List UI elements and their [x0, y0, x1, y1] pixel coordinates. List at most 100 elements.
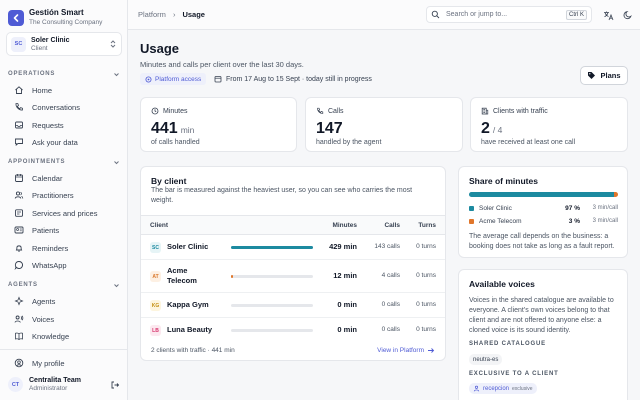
breadcrumb-separator: ›	[172, 10, 176, 19]
voice-chip-neutra-es[interactable]: neutra-es	[469, 354, 503, 365]
arrow-right-icon	[428, 348, 435, 353]
client-minutes: 429 min	[329, 242, 357, 251]
col-turns: Turns	[418, 222, 436, 229]
sidebar-item-practitioners[interactable]: Practitioners	[8, 187, 120, 203]
section-agents[interactable]: AGENTS	[8, 280, 120, 290]
stat-label: Minutes	[163, 107, 188, 115]
period-range: From 17 Aug to 15 Sept · today still in …	[214, 73, 372, 85]
client-name: Acme Telecom	[167, 266, 197, 285]
stat-value: 147	[316, 120, 343, 137]
book-icon	[12, 329, 26, 343]
voices-title: Available voices	[469, 279, 535, 289]
table-row[interactable]: LB Luna Beauty 0 min 0 calls 0 turns	[141, 318, 445, 342]
user-circle-icon	[12, 356, 26, 370]
share-rate: 3 min/call	[592, 205, 618, 211]
topbar: Platform › Usage Search or jump to... Ct…	[128, 0, 640, 30]
client-avatar: KG	[150, 300, 161, 311]
clock-icon	[151, 107, 159, 115]
chevron-down-icon	[114, 160, 119, 164]
usage-bar	[231, 275, 313, 278]
client-avatar: SC	[150, 242, 161, 253]
usage-bar	[231, 329, 313, 332]
sidebar-item-conversations[interactable]: Conversations	[8, 99, 120, 115]
stat-card-calls: Calls 147 handled by the agent	[305, 97, 463, 152]
sidebar-item-home[interactable]: Home	[8, 82, 120, 98]
sidebar-item-label: Ask your data	[32, 137, 78, 147]
platform-access-badge: Platform access	[140, 73, 207, 85]
logout-icon[interactable]	[110, 380, 120, 390]
page-subtitle: Minutes and calls per client over the la…	[140, 60, 304, 69]
table-row[interactable]: SC Soler Clinic 429 min 143 calls 0 turn…	[141, 235, 445, 260]
sidebar-item-label: Home	[32, 85, 53, 95]
stat-label: Clients with traffic	[493, 107, 548, 115]
stat-card-minutes: Minutes 441 min of calls handled	[140, 97, 297, 152]
sidebar-item-label: Patients	[32, 225, 60, 235]
section-operations[interactable]: OPERATIONS	[8, 69, 120, 79]
sparkle-icon	[145, 76, 152, 83]
client-turns: 0 turns	[416, 272, 436, 279]
sidebar-item-knowledge[interactable]: Knowledge	[8, 328, 120, 344]
sidebar-item-agents[interactable]: Agents	[8, 293, 120, 309]
share-bar	[469, 192, 618, 197]
plans-button[interactable]: Plans	[580, 66, 628, 85]
col-client: Client	[150, 222, 169, 229]
stat-card-clients: Clients with traffic 2/ 4 have received …	[470, 97, 628, 152]
table-footer: 2 clients with traffic · 441 min View in…	[151, 347, 435, 354]
mic-icon	[12, 312, 26, 326]
sidebar-item-calendar[interactable]: Calendar	[8, 170, 120, 186]
client-calls: 0 calls	[381, 326, 400, 333]
sidebar-item-requests[interactable]: Requests	[8, 117, 120, 133]
brand-logo-icon	[8, 9, 24, 26]
current-user: CT Centralita Team Administrator	[8, 376, 120, 393]
sidebar-item-voices[interactable]: Voices	[8, 311, 120, 327]
share-client: Soler Clinic	[479, 204, 512, 212]
sidebar: Gestión Smart The Consulting Company SC …	[0, 0, 128, 400]
client-minutes: 0 min	[337, 300, 357, 309]
breadcrumb-platform[interactable]: Platform	[138, 10, 166, 19]
client-avatar: SC	[11, 36, 26, 52]
client-turns: 0 turns	[416, 326, 436, 333]
sidebar-item-patients[interactable]: Patients	[8, 222, 120, 238]
id-card-icon	[12, 223, 26, 237]
section-appointments[interactable]: APPOINTMENTS	[8, 157, 120, 167]
usage-bar-fill	[231, 246, 313, 249]
user-role: Administrator	[29, 385, 68, 392]
sidebar-item-services-and-prices[interactable]: Services and prices	[8, 205, 120, 221]
translate-icon[interactable]	[602, 9, 614, 21]
brand[interactable]: Gestión Smart The Consulting Company	[8, 8, 102, 27]
bell-icon	[12, 241, 26, 255]
client-name: Soler Clinic	[167, 242, 209, 251]
sidebar-item-ask-your-data[interactable]: Ask your data	[8, 134, 120, 150]
usage-bar	[231, 304, 313, 307]
stat-value: 441	[151, 120, 178, 137]
page-title: Usage	[140, 41, 180, 56]
phone-icon	[316, 107, 324, 115]
sidebar-item-whatsapp[interactable]: WhatsApp	[8, 257, 120, 273]
view-in-platform-link[interactable]: View in Platform	[377, 347, 435, 354]
voice-chip-recepcion[interactable]: recepcion exclusive	[469, 383, 537, 394]
client-calls: 143 calls	[374, 243, 400, 250]
user-icon	[473, 385, 480, 392]
moon-icon[interactable]	[622, 9, 634, 21]
by-client-title: By client	[151, 176, 187, 186]
client-name: Luna Beauty	[167, 325, 213, 334]
home-icon	[12, 83, 26, 97]
table-row[interactable]: KG Kappa Gym 0 min 0 calls 0 turns	[141, 293, 445, 318]
agents-icon	[12, 294, 26, 308]
stat-label: Calls	[328, 107, 344, 115]
breadcrumb-usage: Usage	[182, 10, 205, 19]
share-segment-acme	[613, 192, 618, 197]
sidebar-item-label: Knowledge	[32, 331, 70, 341]
client-avatar: AT	[150, 271, 161, 282]
share-note: The average call depends on the business…	[469, 233, 615, 250]
sidebar-item-label: Voices	[32, 314, 55, 324]
sidebar-item-my-profile[interactable]: My profile	[8, 355, 120, 371]
client-selector[interactable]: SC Soler Clinic Client	[6, 32, 122, 56]
table-row[interactable]: AT Acme Telecom 12 min 4 calls 0 turns	[141, 260, 445, 293]
traffic-summary: 2 clients with traffic · 441 min	[151, 347, 235, 354]
search-input[interactable]: Search or jump to... Ctrl K	[426, 6, 592, 23]
sidebar-item-reminders[interactable]: Reminders	[8, 240, 120, 256]
share-row: Soler Clinic 97 % 3 min/call	[469, 203, 618, 213]
client-avatar: LB	[150, 325, 161, 336]
search-placeholder: Search or jump to...	[446, 11, 508, 18]
